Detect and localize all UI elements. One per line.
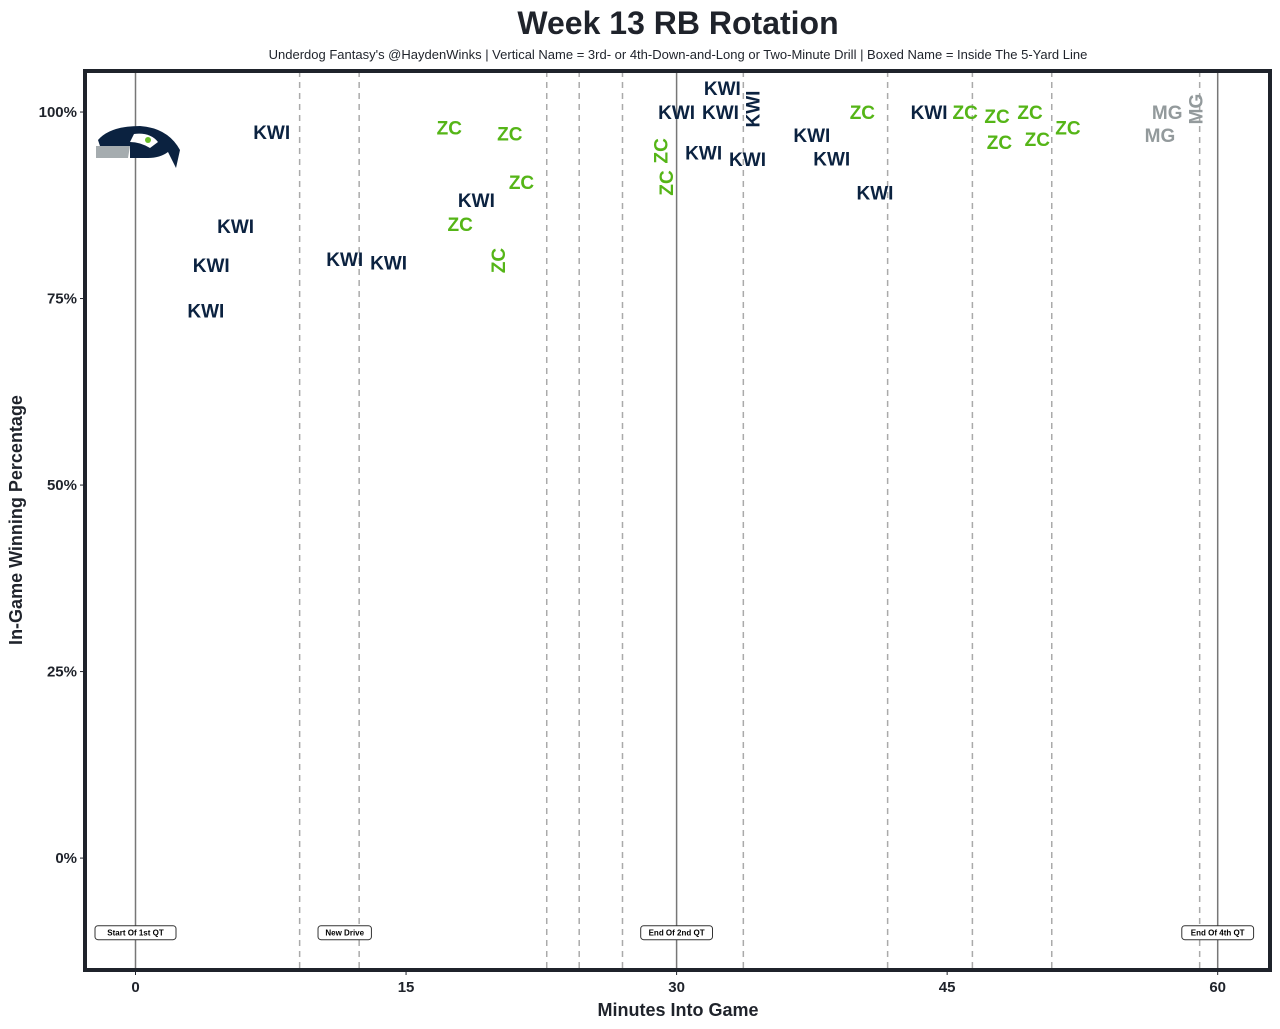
- player-label-zc: ZC: [987, 133, 1013, 154]
- player-label-zc: ZC: [447, 215, 473, 236]
- player-label-zc: ZC: [1025, 130, 1051, 151]
- player-label-kwi: KWI: [253, 123, 290, 144]
- x-tick-label: 15: [398, 979, 415, 996]
- annotation-box: [640, 925, 713, 941]
- annotation-box: [317, 925, 372, 941]
- player-label-zc: ZC: [437, 119, 463, 140]
- y-tick-label: 100%: [39, 104, 77, 121]
- y-axis-label: In-Game Winning Percentage: [6, 395, 26, 645]
- annotation-label: Start Of 1st QT: [107, 929, 164, 938]
- x-tick-label: 0: [131, 979, 139, 996]
- player-label-zc: ZC: [1017, 103, 1043, 124]
- annotation-label: End Of 2nd QT: [649, 929, 705, 938]
- annotation-box: [94, 925, 177, 941]
- player-label-kwi: KWI: [217, 217, 254, 238]
- player-label-kwi: KWI: [793, 126, 830, 147]
- player-label-kwi: KWI: [729, 150, 766, 171]
- player-label-zc: ZC: [651, 138, 672, 164]
- y-tick-label: 0%: [55, 850, 77, 867]
- player-label-kwi: KWI: [458, 191, 495, 212]
- x-tick-label: 60: [1209, 979, 1226, 996]
- player-label-kwi: KWI: [193, 256, 230, 277]
- seahawks-logo: [96, 126, 180, 168]
- player-label-kwi: KWI: [704, 79, 741, 100]
- annotation-label: New Drive: [325, 929, 364, 938]
- y-tick-label: 50%: [47, 477, 77, 494]
- player-label-mg: MG: [1186, 94, 1207, 125]
- player-label-zc: ZC: [1055, 119, 1081, 140]
- player-label-kwi: KWI: [813, 149, 850, 170]
- plot-frame: [83, 69, 1272, 972]
- chart-title: Week 13 RB Rotation: [517, 5, 838, 41]
- player-label-kwi: KWI: [658, 103, 695, 124]
- player-label-zc: ZC: [489, 248, 510, 274]
- player-label-kwi: KWI: [685, 143, 722, 164]
- x-tick-label: 30: [668, 979, 685, 996]
- x-tick-label: 45: [939, 979, 956, 996]
- y-tick-label: 75%: [47, 291, 77, 308]
- y-tick-label: 25%: [47, 664, 77, 681]
- player-label-mg: MG: [1145, 126, 1176, 147]
- player-label-zc: ZC: [509, 173, 535, 194]
- player-label-kwi: KWI: [857, 184, 894, 205]
- player-label-zc: ZC: [984, 107, 1010, 128]
- x-axis-label: Minutes Into Game: [597, 1000, 758, 1020]
- player-label-kwi: KWI: [743, 91, 764, 128]
- player-label-zc: ZC: [497, 125, 523, 146]
- player-label-kwi: KWI: [370, 254, 407, 275]
- annotation-label: End Of 4th QT: [1191, 929, 1245, 938]
- player-label-zc: ZC: [952, 103, 978, 124]
- player-label-mg: MG: [1152, 103, 1183, 124]
- player-label-kwi: KWI: [702, 103, 739, 124]
- player-label-zc: ZC: [657, 170, 678, 196]
- player-label-kwi: KWI: [911, 103, 948, 124]
- player-label-zc: ZC: [850, 103, 876, 124]
- annotation-box: [1181, 925, 1255, 941]
- chart-subtitle: Underdog Fantasy's @HaydenWinks | Vertic…: [269, 47, 1088, 62]
- player-label-kwi: KWI: [187, 301, 224, 322]
- player-label-kwi: KWI: [326, 250, 363, 271]
